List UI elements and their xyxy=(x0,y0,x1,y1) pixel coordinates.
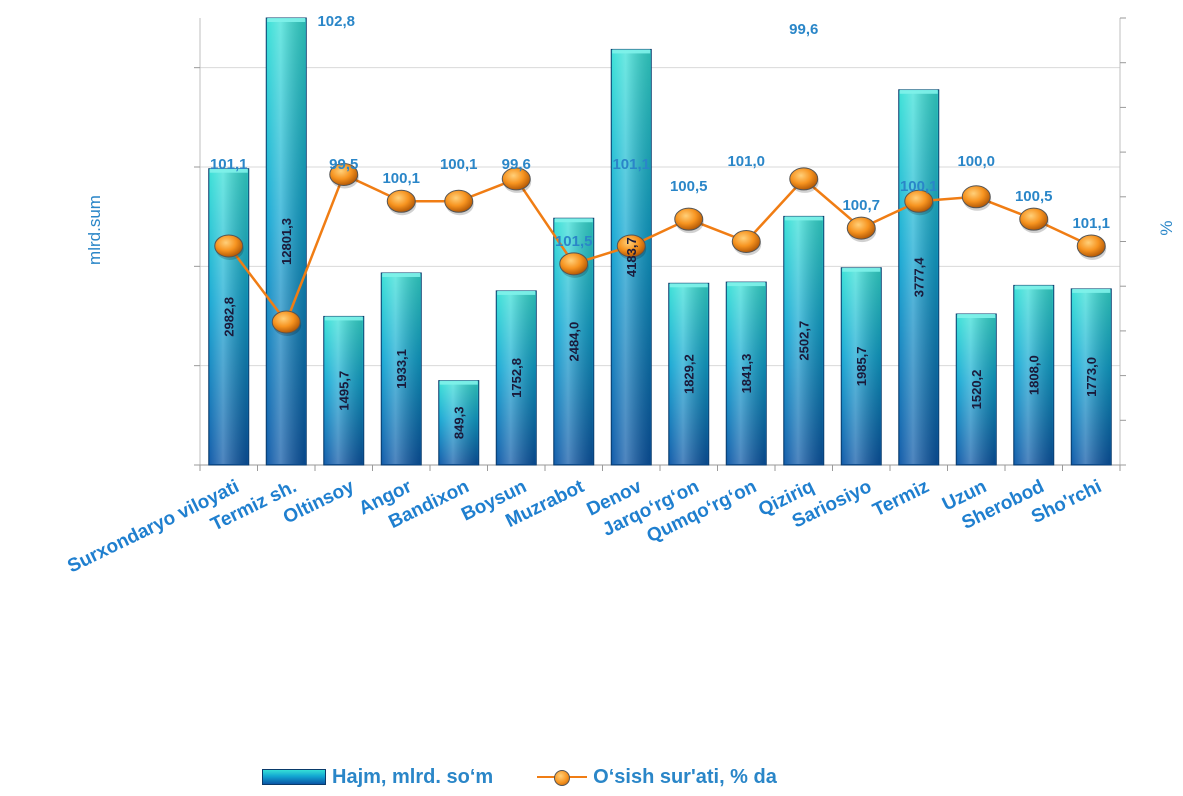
growth-value-label: 100,1 xyxy=(382,170,420,187)
growth-point xyxy=(1076,234,1106,258)
bar-series xyxy=(208,17,1112,466)
growth-value-label: 101,5 xyxy=(555,233,593,250)
legend-label-volume: Hajm, mlrd. so‘m xyxy=(332,765,494,788)
bar-top-highlight xyxy=(899,89,938,94)
growth-value-label: 100,0 xyxy=(957,153,995,170)
growth-point xyxy=(559,252,589,276)
bar-value-label: 849,3 xyxy=(451,407,466,440)
bar-value-label: 1841,3 xyxy=(739,354,754,394)
growth-point xyxy=(961,185,991,209)
bar-shine xyxy=(784,217,823,464)
growth-value-label: 100,1 xyxy=(900,178,938,195)
bar-shine xyxy=(382,273,421,464)
bar-top-highlight xyxy=(382,272,421,277)
bar-value-label: 2502,7 xyxy=(796,321,811,361)
legend-bar-swatch xyxy=(262,769,326,785)
bar-top-highlight xyxy=(497,290,536,295)
legend-line-swatch xyxy=(537,770,588,786)
growth-point xyxy=(271,310,301,334)
bar-shine xyxy=(842,268,881,464)
bar-shine xyxy=(899,90,938,465)
growth-value-label: 99,6 xyxy=(502,156,531,173)
legend-item-growth: O‘sish sur'ati, % da xyxy=(537,766,777,789)
bar-value-label: 2484,0 xyxy=(566,322,581,362)
growth-value-label: 99,6 xyxy=(789,21,818,38)
bar-value-label: 1773,0 xyxy=(1084,357,1099,397)
legend: Hajm, mlrd. so‘m O‘sish sur'ati, % da xyxy=(262,762,821,792)
bar-value-label: 1985,7 xyxy=(854,346,869,386)
bar-shine xyxy=(497,291,536,464)
growth-value-label: 101,0 xyxy=(727,153,765,170)
bar-value-label: 1752,8 xyxy=(509,358,524,398)
growth-line xyxy=(227,172,1092,325)
growth-point xyxy=(731,230,761,253)
bar-value-label: 4183,7 xyxy=(624,237,639,277)
growth-point xyxy=(674,207,704,231)
line-series xyxy=(214,162,1107,336)
bar-shine xyxy=(267,19,306,464)
growth-point xyxy=(444,189,474,213)
bar-top-highlight xyxy=(727,282,766,287)
bar-shine xyxy=(1072,289,1111,464)
bar-top-highlight xyxy=(324,316,363,321)
growth-point xyxy=(616,234,646,258)
bar-top-highlight xyxy=(554,218,593,223)
bar-top-highlight xyxy=(612,49,651,54)
bar-value-label: 1933,1 xyxy=(394,349,409,389)
bar-value-label: 1808,0 xyxy=(1026,355,1041,395)
bar-shine xyxy=(324,317,363,464)
bar-value-label: 1520,2 xyxy=(969,370,984,410)
bar-shine xyxy=(957,314,996,464)
x-tick-label: Termiz xyxy=(870,476,933,521)
bar-shine xyxy=(439,381,478,464)
bar-top-highlight xyxy=(439,380,478,385)
bar-shine xyxy=(727,283,766,464)
bar-value-label: 3777,4 xyxy=(911,257,926,298)
bar-top-highlight xyxy=(669,283,708,288)
bar-value-label: 1829,2 xyxy=(681,354,696,394)
y2-axis-title: % xyxy=(1157,220,1176,235)
growth-value-label: 99,5 xyxy=(329,156,358,173)
growth-value-label: 100,1 xyxy=(440,156,478,173)
y-axis-title: mlrd.sum xyxy=(85,195,104,265)
bar-value-label: 1495,7 xyxy=(336,371,351,411)
bar-top-highlight xyxy=(267,18,306,22)
growth-value-label: 101,1 xyxy=(612,156,650,173)
growth-value-label: 100,7 xyxy=(842,197,880,214)
bar-value-label: 2982,8 xyxy=(221,297,236,337)
bar-shine xyxy=(1014,286,1053,464)
growth-value-label: 102,8 xyxy=(317,13,355,30)
bar-top-highlight xyxy=(784,216,823,221)
legend-item-volume: Hajm, mlrd. so‘m xyxy=(262,766,493,789)
bar-top-highlight xyxy=(209,168,248,173)
legend-label-growth: O‘sish sur'ati, % da xyxy=(593,765,777,788)
growth-point xyxy=(501,167,531,191)
growth-point xyxy=(1019,207,1049,231)
bar-top-highlight xyxy=(957,313,996,318)
growth-point xyxy=(329,162,359,186)
growth-point xyxy=(904,189,934,213)
growth-value-label: 100,5 xyxy=(670,178,708,195)
growth-point xyxy=(789,167,819,191)
bar-top-highlight xyxy=(1014,285,1053,290)
growth-value-label: 100,5 xyxy=(1015,188,1053,205)
bar-shine xyxy=(669,284,708,464)
growth-point xyxy=(214,234,244,258)
bar-shine xyxy=(209,169,248,464)
bar-top-highlight xyxy=(1072,288,1111,293)
growth-value-label: 101,1 xyxy=(1072,215,1110,232)
bar-value-label: 12801,3 xyxy=(279,218,294,265)
growth-point xyxy=(386,189,416,213)
bar-top-highlight xyxy=(842,267,881,272)
growth-value-label: 101,1 xyxy=(210,156,248,173)
growth-point xyxy=(846,216,876,240)
